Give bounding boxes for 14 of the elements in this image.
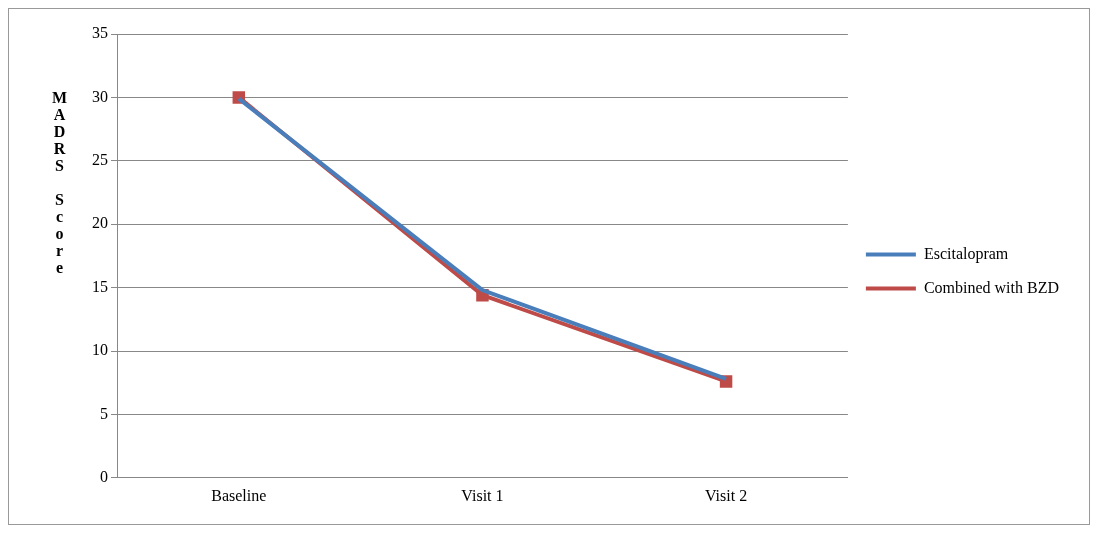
x-tick-label: Visit 2	[705, 486, 748, 504]
y-tick-label: 35	[92, 24, 108, 42]
y-tick-label: 20	[92, 214, 108, 232]
x-tick-label: Baseline	[211, 486, 267, 504]
legend-label: Combined with BZD	[923, 278, 1059, 296]
y-tick-label: 15	[92, 277, 108, 295]
x-tick-label: Visit 1	[461, 486, 504, 504]
y-tick-label: 0	[100, 468, 108, 485]
y-axis-title: MADRS Score	[50, 89, 69, 276]
y-tick-label: 10	[92, 341, 108, 359]
y-tick-label: 25	[92, 151, 108, 168]
y-tick-label: 30	[92, 87, 108, 105]
legend-label: Escitalopram	[923, 244, 1009, 263]
y-tick-label: 5	[100, 404, 108, 422]
